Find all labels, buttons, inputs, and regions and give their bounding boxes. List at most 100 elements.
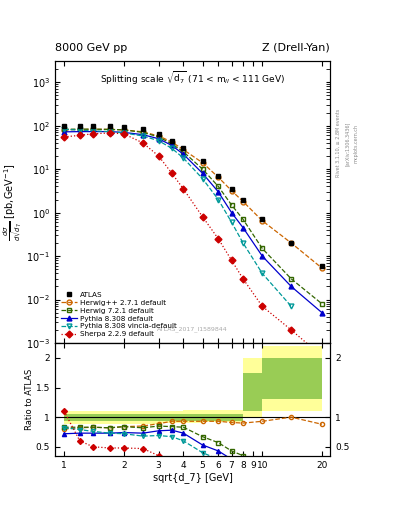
Pythia 8.308 default — [216, 189, 220, 195]
Sherpa 2.2.9 default — [91, 131, 95, 137]
ATLAS — [181, 145, 186, 152]
Herwig++ 2.7.1 default — [107, 126, 112, 133]
Pythia 8.308 default — [320, 310, 324, 316]
Herwig 7.2.1 default — [169, 141, 174, 147]
Pythia 8.308 vincia-default — [216, 197, 220, 203]
ATLAS — [241, 197, 245, 203]
Pythia 8.308 vincia-default — [156, 138, 161, 144]
ATLAS — [156, 131, 161, 137]
Text: Rivet 3.1.10, ≥ 2.8M events: Rivet 3.1.10, ≥ 2.8M events — [336, 109, 341, 178]
Line: ATLAS: ATLAS — [62, 123, 324, 268]
Pythia 8.308 default — [107, 129, 112, 135]
Herwig++ 2.7.1 default — [181, 146, 186, 153]
Herwig 7.2.1 default — [141, 130, 145, 136]
Herwig++ 2.7.1 default — [216, 174, 220, 180]
Herwig 7.2.1 default — [216, 183, 220, 189]
Herwig++ 2.7.1 default — [229, 187, 234, 194]
Y-axis label: Ratio to ATLAS: Ratio to ATLAS — [26, 369, 35, 430]
Pythia 8.308 default — [141, 132, 145, 138]
Pythia 8.308 vincia-default — [91, 128, 95, 134]
Herwig++ 2.7.1 default — [260, 218, 264, 224]
Sherpa 2.2.9 default — [169, 170, 174, 177]
Y-axis label: $\frac{d\sigma}{d\sqrt{d_7}}$ [pb,GeV$^{-1}$]: $\frac{d\sigma}{d\sqrt{d_7}}$ [pb,GeV$^{… — [2, 163, 25, 241]
Sherpa 2.2.9 default — [156, 153, 161, 159]
Herwig++ 2.7.1 default — [156, 133, 161, 139]
Pythia 8.308 default — [181, 151, 186, 157]
Pythia 8.308 default — [241, 225, 245, 231]
Pythia 8.308 vincia-default — [241, 240, 245, 246]
Herwig++ 2.7.1 default — [169, 139, 174, 145]
Text: Z (Drell-Yan): Z (Drell-Yan) — [263, 43, 330, 53]
Text: Splitting scale $\sqrt{\mathdefault{d}_7}$ (71 < m$_{ll}$ < 111 GeV): Splitting scale $\sqrt{\mathdefault{d}_7… — [100, 70, 285, 87]
ATLAS — [229, 186, 234, 192]
ATLAS — [107, 122, 112, 129]
Pythia 8.308 default — [156, 136, 161, 142]
Sherpa 2.2.9 default — [62, 134, 66, 140]
Sherpa 2.2.9 default — [229, 257, 234, 263]
Herwig++ 2.7.1 default — [77, 126, 82, 133]
Pythia 8.308 default — [200, 170, 205, 177]
Line: Herwig++ 2.7.1 default: Herwig++ 2.7.1 default — [62, 127, 324, 270]
ATLAS — [169, 138, 174, 144]
Herwig 7.2.1 default — [107, 126, 112, 133]
Pythia 8.308 default — [229, 209, 234, 216]
Pythia 8.308 vincia-default — [181, 155, 186, 161]
Herwig 7.2.1 default — [181, 149, 186, 155]
Sherpa 2.2.9 default — [200, 214, 205, 220]
ATLAS — [141, 125, 145, 132]
Pythia 8.308 vincia-default — [260, 270, 264, 276]
Sherpa 2.2.9 default — [216, 236, 220, 242]
Pythia 8.308 default — [91, 129, 95, 135]
Herwig 7.2.1 default — [156, 134, 161, 140]
Herwig 7.2.1 default — [77, 126, 82, 132]
Herwig 7.2.1 default — [200, 166, 205, 172]
X-axis label: sqrt{d_7} [GeV]: sqrt{d_7} [GeV] — [152, 472, 233, 483]
Pythia 8.308 vincia-default — [169, 145, 174, 152]
Pythia 8.308 vincia-default — [77, 127, 82, 133]
ATLAS — [320, 263, 324, 269]
Herwig++ 2.7.1 default — [121, 127, 126, 133]
Pythia 8.308 vincia-default — [229, 219, 234, 225]
Pythia 8.308 default — [260, 253, 264, 259]
Pythia 8.308 default — [77, 129, 82, 135]
Sherpa 2.2.9 default — [121, 131, 126, 137]
Pythia 8.308 vincia-default — [200, 176, 205, 182]
Pythia 8.308 default — [121, 130, 126, 136]
Sherpa 2.2.9 default — [77, 132, 82, 138]
Herwig 7.2.1 default — [121, 127, 126, 133]
Pythia 8.308 default — [62, 129, 66, 135]
Herwig++ 2.7.1 default — [289, 240, 294, 246]
Sherpa 2.2.9 default — [320, 353, 324, 359]
Herwig 7.2.1 default — [260, 245, 264, 251]
Line: Pythia 8.308 vincia-default: Pythia 8.308 vincia-default — [62, 127, 294, 309]
Sherpa 2.2.9 default — [107, 130, 112, 136]
Line: Herwig 7.2.1 default: Herwig 7.2.1 default — [62, 127, 324, 306]
ATLAS — [62, 122, 66, 129]
Herwig++ 2.7.1 default — [200, 160, 205, 166]
Pythia 8.308 default — [169, 142, 174, 148]
Sherpa 2.2.9 default — [289, 327, 294, 333]
Herwig 7.2.1 default — [91, 126, 95, 132]
Pythia 8.308 vincia-default — [141, 133, 145, 139]
Herwig++ 2.7.1 default — [91, 126, 95, 132]
Herwig++ 2.7.1 default — [62, 127, 66, 133]
Herwig++ 2.7.1 default — [241, 199, 245, 205]
Pythia 8.308 default — [289, 284, 294, 290]
Text: [arXiv:1306.3436]: [arXiv:1306.3436] — [345, 121, 350, 165]
Pythia 8.308 vincia-default — [62, 126, 66, 133]
ATLAS — [289, 240, 294, 246]
Pythia 8.308 vincia-default — [121, 130, 126, 136]
Herwig++ 2.7.1 default — [320, 265, 324, 271]
ATLAS — [260, 216, 264, 222]
Pythia 8.308 vincia-default — [107, 129, 112, 135]
Herwig 7.2.1 default — [320, 301, 324, 307]
Line: Pythia 8.308 default: Pythia 8.308 default — [62, 129, 324, 315]
Text: 8000 GeV pp: 8000 GeV pp — [55, 43, 127, 53]
ATLAS — [91, 122, 95, 129]
Sherpa 2.2.9 default — [260, 303, 264, 309]
Line: Sherpa 2.2.9 default: Sherpa 2.2.9 default — [62, 131, 324, 358]
Herwig 7.2.1 default — [62, 126, 66, 132]
Herwig 7.2.1 default — [289, 276, 294, 282]
Text: ATLAS_2017_I1589844: ATLAS_2017_I1589844 — [157, 326, 228, 332]
ATLAS — [77, 122, 82, 129]
